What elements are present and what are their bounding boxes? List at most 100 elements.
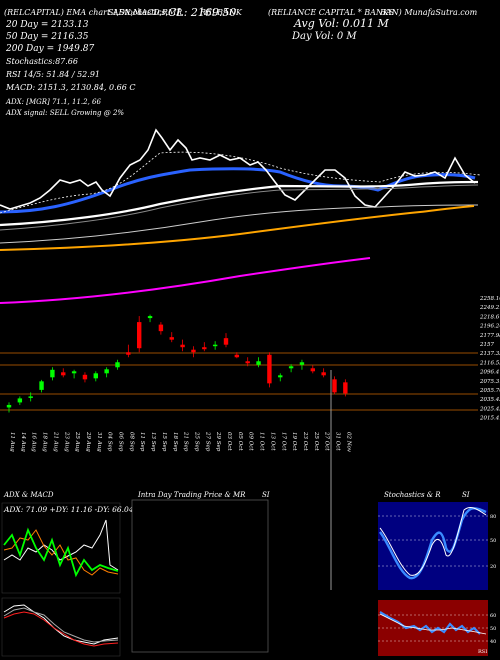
header-avg-vol: Avg Vol: 0.011 M bbox=[293, 17, 390, 30]
moving-averages bbox=[0, 128, 481, 304]
candle-body bbox=[6, 404, 12, 408]
date-tick-label: 05 Oct bbox=[237, 432, 243, 451]
header-line1-left: (RELCAPITAL) EMA chart ADX,MACD,R bbox=[4, 8, 168, 17]
date-tick-label: 25 Sep bbox=[193, 431, 199, 452]
price-axis: 2258.16 2249.21 2218.6 2196.24 2177.98 2157 21… bbox=[479, 296, 500, 422]
date-tick-label: 27 Sep bbox=[204, 431, 210, 452]
rsi-tick-60: 60 bbox=[490, 613, 496, 619]
date-axis: 11 Aug 14 Aug 16 Aug 18 Aug 21 Aug 23 Aug 25 A… bbox=[9, 431, 351, 453]
candle-body bbox=[267, 354, 272, 384]
date-tick-label: 13 Oct bbox=[269, 432, 275, 451]
sma-magenta-line bbox=[0, 257, 371, 304]
date-tick-label: 21 Sep bbox=[183, 431, 189, 452]
date-tick-label: 08 Sep bbox=[128, 432, 134, 452]
candle-body bbox=[288, 366, 294, 369]
candle-body bbox=[104, 369, 109, 374]
stoch-tick-80: 80 bbox=[490, 514, 496, 520]
intraday-si: SI bbox=[262, 491, 270, 499]
date-tick-label: 25 Oct bbox=[313, 431, 319, 451]
ema50-shadow bbox=[0, 184, 479, 231]
price-tick-label: 2116.53 bbox=[479, 360, 500, 366]
candle-body bbox=[115, 362, 120, 368]
price-tick-label: 2137.35 bbox=[479, 351, 500, 357]
stoch-tick-20: 20 bbox=[490, 564, 496, 570]
candle-body bbox=[17, 398, 23, 403]
candle-body bbox=[126, 352, 131, 355]
stoch-d-line bbox=[379, 507, 487, 576]
date-tick-label: 17 Oct bbox=[280, 432, 286, 451]
stochastics-rsi-panel: Stochastics & R SI 80 50 20 60 50 40 RSI bbox=[378, 491, 496, 656]
date-tick-label: 11 Aug bbox=[9, 432, 15, 452]
candle-body bbox=[332, 379, 337, 393]
candle-body bbox=[223, 338, 229, 345]
ema100-line bbox=[0, 204, 479, 244]
candle-body bbox=[234, 354, 240, 358]
ema200-line bbox=[0, 205, 475, 251]
date-tick-label: 13 Sep bbox=[150, 432, 156, 452]
price-tick-label: 2096.47 bbox=[479, 370, 500, 376]
header-ema200: 200 Day = 1949.87 bbox=[5, 44, 94, 54]
date-tick-label: 06 Sep bbox=[118, 432, 124, 452]
date-tick-label: 11 Oct bbox=[259, 432, 265, 451]
header-adx-signal: ADX signal: SELL Growing @ 2% bbox=[5, 109, 124, 117]
price-tick-label: 2075.31 bbox=[479, 379, 500, 385]
date-tick-label: 09 Oct bbox=[248, 432, 254, 451]
price-tick-label: 2035.43 bbox=[479, 397, 500, 403]
header-ema50: 50 Day = 2116.35 bbox=[6, 32, 89, 42]
date-tick-label: 16 Aug bbox=[31, 432, 37, 452]
candle-body bbox=[82, 374, 88, 380]
date-tick-label: 04 Sep bbox=[107, 432, 113, 452]
date-tick-label: 03 Oct bbox=[226, 432, 232, 451]
header-macd: MACD: 2151.3, 2130.84, 0.66 C bbox=[5, 83, 135, 92]
date-tick-label: 19 Oct bbox=[291, 432, 297, 451]
candle-body bbox=[158, 324, 164, 332]
price-tick-label: 2249.21 bbox=[479, 305, 500, 311]
price-tick-label: 2258.16 bbox=[479, 296, 500, 302]
date-tick-label: 29 Sep bbox=[215, 431, 221, 452]
ema50-line bbox=[0, 180, 479, 227]
price-tick-label: 2218.6 bbox=[479, 314, 500, 320]
header-stochastics: Stochastics:87.66 bbox=[6, 57, 78, 66]
candle-body bbox=[39, 381, 44, 390]
minus-di-line bbox=[3, 527, 119, 578]
candle-body bbox=[169, 337, 174, 340]
candle-body bbox=[28, 396, 33, 398]
date-tick-label: 27 Oct bbox=[324, 431, 330, 451]
header-ema20: 20 Day = 2133.13 bbox=[5, 20, 89, 30]
candle-body bbox=[61, 372, 66, 376]
macd-line bbox=[3, 604, 119, 645]
price-tick-label: 2157 bbox=[479, 342, 494, 348]
adx-panel-title: ADX & MACD bbox=[3, 491, 54, 499]
macd-panel-frame bbox=[1, 597, 121, 657]
candle-body bbox=[212, 344, 218, 347]
date-tick-label: 29 Aug bbox=[85, 431, 91, 452]
price-tick-label: 2025.43 bbox=[479, 406, 500, 412]
intraday-panel: Intra Day Trading Price & MR SI bbox=[131, 491, 270, 653]
stoch-k-line bbox=[379, 507, 487, 580]
header-company-cont: BAN) MunafaSutra.com bbox=[379, 8, 478, 17]
candle-body bbox=[299, 362, 305, 365]
stoch-si: SI bbox=[462, 491, 470, 499]
price-tick-label: 2177.98 bbox=[479, 333, 500, 339]
price-tick-label: 2015.41 bbox=[479, 416, 500, 422]
date-tick-label: 18 Aug bbox=[42, 432, 48, 452]
date-tick-label: 31 Oct bbox=[335, 432, 341, 451]
date-tick-label: 15 Sep bbox=[161, 432, 167, 452]
ema20-line bbox=[0, 167, 476, 214]
header-rsi: RSI 14/5: 51.84 / 52.91 bbox=[5, 70, 100, 79]
rsi-tick-40: 40 bbox=[490, 639, 496, 645]
rsi-tick-50: 50 bbox=[490, 626, 496, 632]
adx-readout: ADX: 71.09 +DY: 11.16 -DY: 66.04 bbox=[3, 505, 134, 514]
header-day-vol: Day Vol: 0 M bbox=[291, 31, 357, 42]
date-tick-label: 23 Oct bbox=[302, 431, 308, 451]
stoch-tick-50: 50 bbox=[490, 538, 496, 544]
header-adx: ADX: [MGR] 71.1, 11.2, 66 bbox=[5, 98, 101, 106]
candle-body bbox=[343, 382, 348, 394]
candle-body bbox=[310, 368, 315, 372]
header: (RELCAPITAL) EMA chart ADX,MACD,R SI,Sto… bbox=[4, 6, 478, 117]
macd-red-line bbox=[3, 611, 119, 647]
header-line1-mid: SI,Stochastics,MR bbox=[108, 8, 182, 17]
candle-body bbox=[137, 322, 142, 349]
header-company: (RELIANCE CAPITAL * BANKS bbox=[268, 8, 395, 17]
